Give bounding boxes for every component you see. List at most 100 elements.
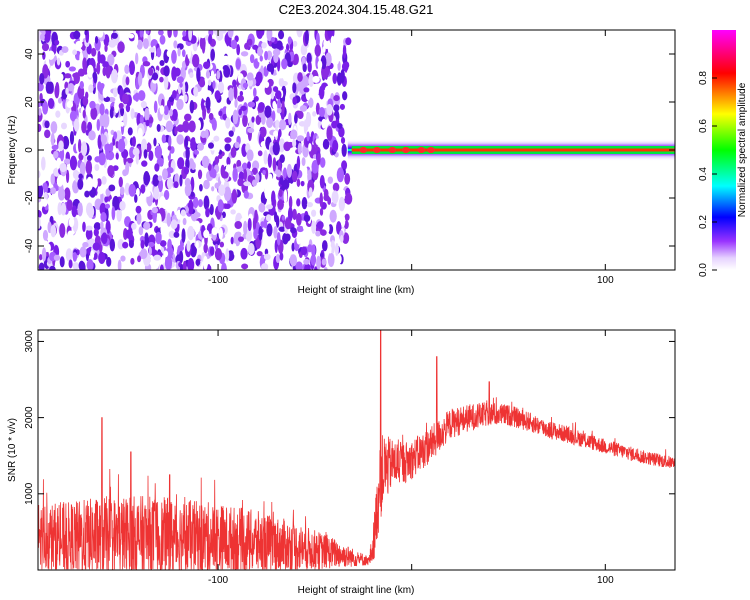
noise-speckle (42, 229, 49, 241)
noise-speckle (165, 256, 173, 270)
noise-speckle (85, 228, 93, 240)
noise-speckle (171, 190, 178, 204)
noise-speckle (63, 51, 68, 59)
noise-speckle (275, 119, 280, 129)
noise-speckle (276, 169, 282, 178)
noise-speckle (281, 80, 288, 87)
noise-speckle (148, 246, 152, 256)
noise-speckle (124, 64, 130, 75)
noise-speckle (292, 40, 298, 47)
noise-speckle (274, 90, 282, 100)
noise-speckle (333, 57, 339, 65)
noise-speckle (173, 181, 179, 189)
noise-speckle (290, 227, 297, 234)
noise-speckle (73, 30, 81, 40)
noise-speckle (181, 228, 186, 243)
noise-speckle (143, 170, 150, 186)
noise-speckle (336, 254, 342, 265)
noise-speckle (40, 156, 46, 171)
noise-speckle (282, 232, 289, 245)
noise-speckle (300, 180, 305, 187)
noise-speckle (339, 234, 344, 243)
noise-speckle (154, 163, 160, 172)
snr-series-layer (38, 330, 675, 570)
noise-speckle (214, 143, 220, 154)
noise-speckle (235, 231, 242, 238)
noise-speckle (132, 94, 140, 101)
noise-speckle (104, 143, 112, 152)
noise-speckle (247, 174, 253, 184)
noise-speckle (135, 187, 140, 197)
noise-speckle (242, 114, 248, 127)
noise-speckle (319, 192, 323, 208)
noise-speckle (278, 226, 286, 232)
noise-speckle (160, 246, 165, 254)
noise-speckle (114, 99, 120, 114)
noise-speckle (304, 30, 309, 45)
noise-speckle (218, 227, 223, 240)
noise-speckle (60, 202, 67, 216)
noise-speckle (197, 142, 205, 151)
noise-speckle (131, 222, 137, 230)
noise-speckle (91, 47, 97, 57)
noise-speckle (316, 221, 324, 230)
noise-speckle (172, 89, 177, 99)
noise-speckle (79, 51, 84, 67)
noise-speckle (58, 140, 64, 152)
noise-speckle (207, 163, 212, 172)
noise-speckle (327, 176, 334, 184)
noise-speckle (221, 211, 226, 219)
noise-speckle (116, 207, 122, 222)
noise-speckle (260, 221, 265, 228)
noise-speckle (292, 32, 296, 40)
noise-speckle (88, 238, 96, 244)
noise-speckle (312, 111, 317, 117)
noise-speckle (82, 57, 87, 71)
noise-speckle (327, 252, 335, 268)
noise-speckle (311, 220, 317, 234)
signal-peak (417, 147, 426, 153)
noise-speckle (318, 107, 326, 118)
signal-peak (427, 147, 436, 153)
noise-speckle (296, 155, 301, 171)
noise-speckle (216, 70, 221, 80)
noise-speckle (109, 107, 114, 119)
noise-speckle (100, 211, 107, 222)
noise-speckle (168, 135, 172, 148)
noise-speckle (145, 30, 150, 35)
noise-speckle (296, 30, 303, 38)
noise-speckle (281, 58, 288, 70)
noise-speckle (38, 107, 42, 116)
noise-speckle (336, 167, 345, 183)
noise-speckle (263, 81, 270, 88)
noise-speckle (306, 201, 314, 208)
noise-speckle (190, 137, 197, 152)
noise-speckle (208, 142, 214, 149)
noise-speckle (315, 138, 323, 146)
noise-speckle (137, 127, 143, 139)
noise-speckle (166, 49, 172, 58)
noise-speckle (139, 30, 144, 38)
noise-speckle (286, 135, 291, 141)
noise-speckle (304, 263, 311, 270)
noise-speckle (210, 48, 215, 61)
noise-speckle (234, 98, 238, 109)
noise-speckle (277, 199, 284, 211)
snr-plot-frame (37, 329, 676, 571)
noise-speckle (319, 174, 325, 189)
noise-speckle (117, 41, 125, 53)
noise-speckle (221, 262, 227, 270)
noise-speckle (45, 81, 52, 94)
noise-speckle (241, 263, 249, 270)
noise-speckle (142, 38, 149, 50)
noise-speckle (120, 255, 126, 262)
noise-speckle (41, 198, 48, 207)
noise-speckle (341, 160, 348, 171)
noise-speckle (47, 97, 55, 109)
noise-speckle (278, 189, 283, 197)
noise-speckle (319, 252, 324, 258)
noise-speckle (305, 120, 309, 132)
noise-speckle (240, 51, 249, 57)
noise-speckle (204, 128, 209, 140)
noise-speckle (97, 50, 101, 65)
